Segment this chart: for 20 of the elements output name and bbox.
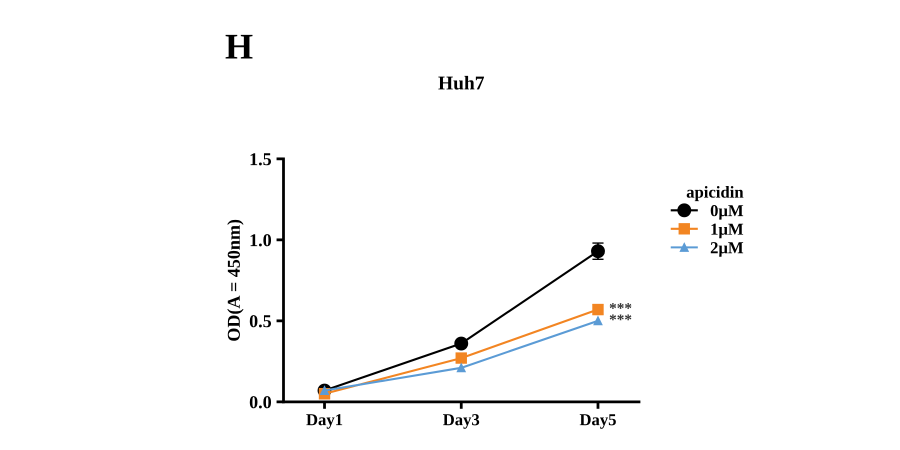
x-tick-label: Day1 [306,414,342,429]
chart-title: Huh7 [438,76,484,90]
y-tick-label: 0.5 [250,315,272,328]
y-axis-title: OD(A = 450nm) [227,220,244,341]
legend-label: 1μM [711,224,744,238]
annotation: *** [610,303,632,309]
text: H [226,34,252,58]
x-tick-label: Day3 [443,414,480,429]
x-tick-label: Day5 [580,414,616,429]
annotation: *** [610,314,632,320]
legend-title: apicidin [686,186,744,202]
point [454,336,468,350]
point [456,363,466,372]
legend-label: 2μM [710,242,744,257]
point [594,316,602,326]
legend-label: 0μM [710,205,744,220]
y-tick-label: 0.0 [250,396,272,408]
y-tick-label: 1.5 [250,153,272,166]
y-tick-label: 1.0 [250,234,272,246]
point [456,352,467,364]
